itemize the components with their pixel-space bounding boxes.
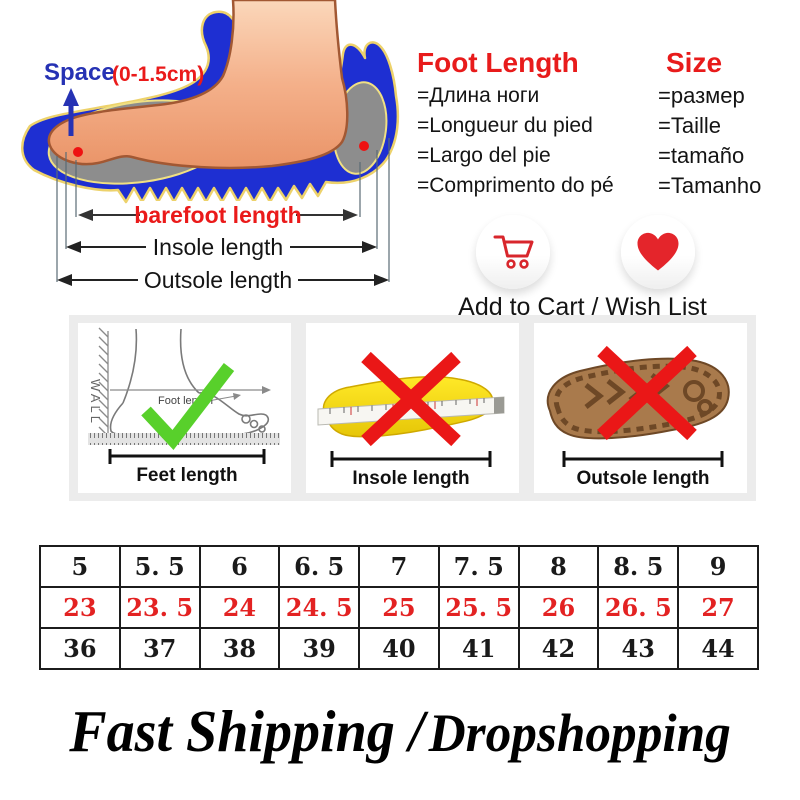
size-cell: 23. 5 [118, 586, 201, 629]
wall-label: WALL [88, 379, 103, 426]
size-cell: 5. 5 [118, 545, 201, 588]
insole-length-line [66, 233, 377, 260]
size-cell: 39 [278, 627, 361, 670]
footer-headline: Fast Shipping / Dropshopping [20, 697, 780, 766]
size-cell: 7. 5 [437, 545, 520, 588]
table-row-us-sizes: 5 5. 5 6 6. 5 7 7. 5 8 8. 5 9 [39, 545, 759, 588]
heel-point-dot [359, 141, 369, 151]
size-es: =tamaño [658, 143, 745, 168]
measure-bracket [330, 451, 492, 467]
size-ru: =размер [658, 83, 745, 108]
size-cell: 23 [39, 586, 121, 629]
foot-length-pt: =Comprimento do pé [417, 174, 614, 197]
size-cell: 43 [597, 627, 680, 670]
foot-length-es: =Largo del pie [417, 144, 551, 167]
insole-length-label: Insole length [153, 234, 283, 260]
size-cell: 9 [677, 545, 759, 588]
size-cell: 26 [517, 586, 600, 629]
outsole-length-line [57, 266, 389, 293]
tape-measure [317, 396, 505, 426]
feet-length-label: Feet length [136, 465, 237, 486]
size-cell: 36 [39, 627, 121, 670]
barefoot-length-line [78, 201, 358, 228]
insole-length-panel: Insole length [306, 323, 519, 493]
size-title: Size [666, 47, 723, 78]
toe-point-dot [73, 147, 83, 157]
foot-sketch [109, 328, 270, 436]
space-arrow [63, 88, 79, 136]
footer-headline-part1: Fast Shipping / [69, 698, 425, 764]
footer-headline-part2: Dropshopping [428, 703, 731, 763]
foot-illustration [47, 0, 349, 170]
size-cell: 7 [358, 545, 440, 588]
heart-icon [637, 232, 679, 271]
size-cell: 44 [677, 627, 759, 670]
measure-bracket [108, 449, 266, 464]
outsole-length-panel-label: Outsole length [577, 468, 710, 489]
green-check-icon [141, 363, 235, 451]
red-x-icon [597, 345, 697, 441]
size-cell: 41 [437, 627, 520, 670]
table-row-eu-sizes: 36 37 38 39 40 41 42 43 44 [39, 627, 759, 670]
foot-length-translations: Foot Length =Длина ноги =Longueur du pie… [417, 48, 614, 201]
size-cell: 37 [118, 627, 201, 670]
size-cell: 40 [358, 627, 440, 670]
red-x-icon [361, 351, 461, 447]
wall-hatch [98, 327, 109, 439]
size-cell: 27 [677, 586, 759, 629]
table-row-foot-length-cm: 23 23. 5 24 24. 5 25 25. 5 26 26. 5 27 [39, 586, 759, 629]
outsole-length-label: Outsole length [144, 267, 292, 293]
barefoot-length-label: barefoot length [134, 202, 301, 228]
size-cell: 8 [517, 545, 600, 588]
guide-lines [56, 138, 390, 282]
size-cell: 25. 5 [437, 586, 520, 629]
foot-length-fr: =Longueur du pied [417, 114, 593, 137]
size-pt: =Tamanho [658, 173, 762, 198]
wishlist-button[interactable] [621, 215, 695, 289]
foot-length-ru: =Длина ноги [417, 84, 540, 107]
cart-button[interactable] [476, 215, 550, 289]
foot-length-title: Foot Length [417, 47, 579, 78]
cart-icon [493, 235, 534, 269]
size-cell: 25 [358, 586, 440, 629]
feet-length-panel: WALL Foot length [78, 323, 291, 493]
size-cell: 38 [198, 627, 281, 670]
size-cell: 42 [517, 627, 600, 670]
foot-measurement-diagram: Space (0-1.5cm) barefoot length Insole l… [21, 0, 400, 293]
ruler [88, 433, 280, 445]
foot-length-arrow [110, 386, 271, 402]
size-cell: 6 [198, 545, 281, 588]
size-cell: 5 [39, 545, 121, 588]
size-cell: 24 [198, 586, 281, 629]
size-fr: =Taille [658, 113, 721, 138]
space-range-label: (0-1.5cm) [112, 63, 204, 86]
space-label: Space [44, 59, 115, 86]
size-cell: 24. 5 [278, 586, 361, 629]
size-cell: 6. 5 [278, 545, 361, 588]
size-translations: Size =размер =Taille =tamaño =Tamanho [658, 48, 761, 201]
measurement-methods-band: WALL Foot length [69, 315, 756, 501]
outsole-length-panel: Outsole length [534, 323, 747, 493]
insole-length-panel-label: Insole length [352, 468, 469, 489]
measure-bracket [562, 451, 724, 467]
size-cell: 26. 5 [597, 586, 680, 629]
size-cell: 8. 5 [597, 545, 680, 588]
size-conversion-table: 5 5. 5 6 6. 5 7 7. 5 8 8. 5 9 23 23. 5 2… [39, 545, 759, 670]
